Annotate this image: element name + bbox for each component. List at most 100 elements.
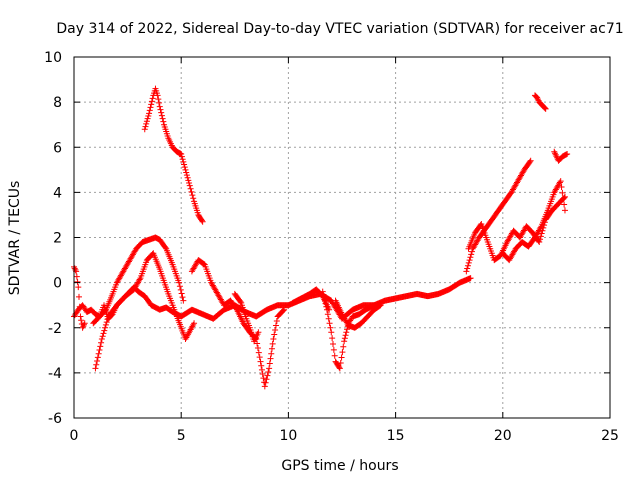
data-point xyxy=(268,350,275,357)
data-point xyxy=(184,174,191,181)
data-point xyxy=(561,194,568,201)
data-point xyxy=(103,319,110,326)
data-point xyxy=(181,161,188,168)
data-point xyxy=(148,98,155,105)
data-point xyxy=(280,307,287,314)
series-morning-spike xyxy=(141,85,206,225)
data-point xyxy=(564,151,571,158)
data-point xyxy=(141,126,148,133)
data-point xyxy=(162,244,169,251)
y-tick-label: -6 xyxy=(48,411,62,427)
data-point xyxy=(71,265,78,272)
data-point xyxy=(93,361,100,368)
data-point xyxy=(260,375,267,382)
data-point xyxy=(463,268,470,275)
data-point xyxy=(269,340,276,347)
data-point xyxy=(101,327,108,334)
x-tick-label: 0 xyxy=(70,428,79,444)
data-point xyxy=(264,372,271,379)
data-point xyxy=(98,339,105,346)
series-evening-cluster xyxy=(465,193,568,264)
data-point xyxy=(182,166,189,173)
data-point xyxy=(271,331,278,338)
data-point xyxy=(183,172,190,179)
data-point xyxy=(526,158,533,165)
data-point xyxy=(254,345,261,352)
data-point xyxy=(536,239,543,246)
data-point xyxy=(156,103,163,110)
series-afternoon-branch xyxy=(92,250,198,372)
y-tick-label: 2 xyxy=(53,231,62,247)
series-loop-12-14h xyxy=(332,297,384,331)
data-point xyxy=(191,320,198,327)
y-tick-label: 6 xyxy=(53,140,62,156)
data-point xyxy=(258,366,265,373)
data-point xyxy=(155,96,162,103)
data-point xyxy=(189,192,196,199)
x-tick-label: 15 xyxy=(387,428,405,444)
data-point xyxy=(557,178,564,185)
data-point xyxy=(331,352,338,359)
data-point xyxy=(341,338,348,345)
data-point xyxy=(76,303,83,310)
series-late-lower xyxy=(499,178,568,264)
data-point xyxy=(561,201,568,208)
data-point xyxy=(198,217,205,224)
data-point xyxy=(177,286,184,293)
data-point xyxy=(558,183,565,190)
data-point xyxy=(78,317,85,324)
data-point xyxy=(542,105,549,112)
y-tick-label: -2 xyxy=(48,321,62,337)
data-point xyxy=(336,365,343,372)
data-point xyxy=(100,330,107,337)
series-cusp-10-12h xyxy=(289,286,333,313)
data-point xyxy=(160,118,167,125)
data-point xyxy=(338,354,345,361)
data-point xyxy=(176,279,183,286)
axis-ticks: 0 5 10 15 20 25 -6 -4 -2 0 2 4 6 8 10 xyxy=(44,50,619,444)
data-point xyxy=(145,113,152,120)
data-point xyxy=(339,349,346,356)
data-point xyxy=(81,320,88,327)
data-point xyxy=(266,360,273,367)
data-point xyxy=(467,254,474,261)
data-point xyxy=(148,101,155,108)
chart-title: Day 314 of 2022, Sidereal Day-to-day VTE… xyxy=(56,21,623,37)
y-tick-label: 0 xyxy=(53,276,62,292)
data-point xyxy=(159,115,166,122)
data-point xyxy=(76,293,83,300)
data-point xyxy=(377,302,384,309)
data-point xyxy=(142,123,149,130)
series-evening-rise xyxy=(463,157,534,275)
data-point xyxy=(178,153,185,160)
data-point xyxy=(465,259,472,266)
data-point xyxy=(146,110,153,117)
data-point xyxy=(330,346,337,353)
data-point xyxy=(273,317,280,324)
series-ionospheric-bump xyxy=(188,257,288,390)
data-point xyxy=(102,324,109,331)
data-point xyxy=(179,294,186,301)
data-point xyxy=(187,185,194,192)
x-tick-label: 10 xyxy=(279,428,297,444)
data-point xyxy=(258,362,265,369)
data-point xyxy=(337,359,344,366)
data-point xyxy=(261,383,268,390)
data-point xyxy=(325,315,332,322)
data-point xyxy=(149,95,156,102)
data-point xyxy=(272,327,279,334)
data-point xyxy=(181,164,188,171)
data-point xyxy=(262,379,269,386)
data-point xyxy=(97,343,104,350)
data-point xyxy=(342,332,349,339)
series-rising-arc xyxy=(90,234,187,327)
x-axis-label: GPS time / hours xyxy=(281,458,398,474)
data-point xyxy=(96,347,103,354)
data-point xyxy=(256,354,263,361)
y-axis-label: SDTVAR / TECUs xyxy=(7,181,23,296)
data-point xyxy=(324,311,331,318)
data-point xyxy=(237,298,244,305)
data-point xyxy=(154,92,161,99)
data-point xyxy=(527,157,534,164)
